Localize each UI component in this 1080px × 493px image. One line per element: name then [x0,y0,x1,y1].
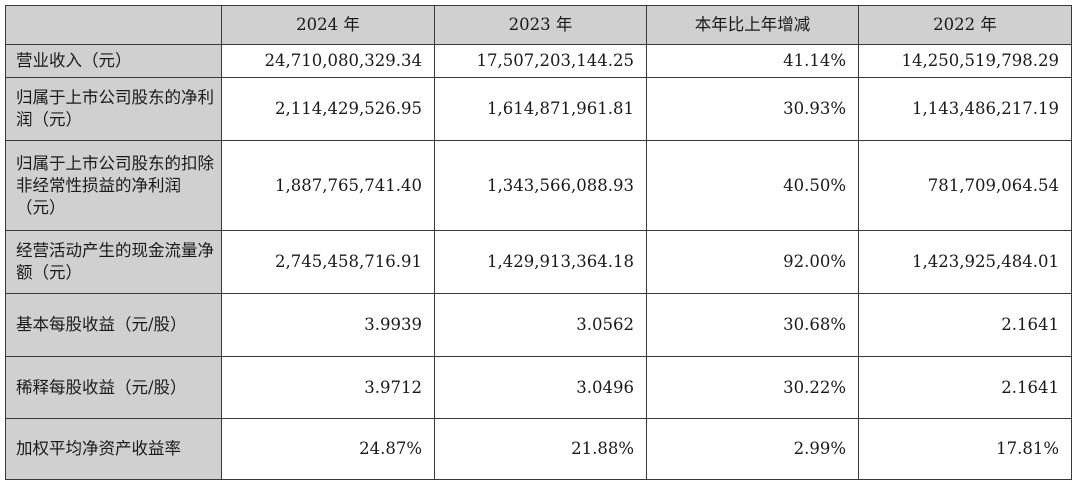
cell-2024: 3.9712 [221,356,435,419]
row-label-diluted-eps: 稀释每股收益（元/股） [5,356,222,419]
table-row: 基本每股收益（元/股） 3.9939 3.0562 30.68% 2.1641 [5,293,1072,357]
row-label-revenue: 营业收入（元） [5,44,222,78]
table-row: 经营活动产生的现金流量净额（元） 2,745,458,716.91 1,429,… [5,230,1072,294]
cell-2024: 24.87% [221,418,435,480]
cell-2022: 1,143,486,217.19 [858,77,1072,141]
header-2022: 2022 年 [858,5,1072,45]
cell-change: 2.99% [646,418,859,480]
cell-2024: 24,710,080,329.34 [221,44,435,78]
header-change: 本年比上年增减 [646,5,859,45]
row-label-roe: 加权平均净资产收益率 [5,418,222,480]
cell-2024: 2,114,429,526.95 [221,77,435,141]
cell-2023: 3.0496 [434,356,647,419]
table-row: 归属于上市公司股东的扣除非经常性损益的净利润（元） 1,887,765,741.… [5,140,1072,231]
cell-2023: 21.88% [434,418,647,480]
row-label-basic-eps: 基本每股收益（元/股） [5,293,222,357]
cell-2023: 1,429,913,364.18 [434,230,647,294]
cell-2023: 1,343,566,088.93 [434,140,647,231]
row-label-net-profit: 归属于上市公司股东的净利润（元） [5,77,222,141]
cell-2022: 14,250,519,798.29 [858,44,1072,78]
header-2024: 2024 年 [221,5,435,45]
table-row: 稀释每股收益（元/股） 3.9712 3.0496 30.22% 2.1641 [5,356,1072,419]
cell-2023: 1,614,871,961.81 [434,77,647,141]
table-row: 营业收入（元） 24,710,080,329.34 17,507,203,144… [5,44,1072,78]
cell-2022: 2.1641 [858,356,1072,419]
table-header-row: 2024 年 2023 年 本年比上年增减 2022 年 [5,5,1072,45]
header-corner [5,5,222,45]
table-row: 归属于上市公司股东的净利润（元） 2,114,429,526.95 1,614,… [5,77,1072,141]
cell-2022: 1,423,925,484.01 [858,230,1072,294]
header-2023: 2023 年 [434,5,647,45]
cell-change: 40.50% [646,140,859,231]
cell-change: 92.00% [646,230,859,294]
cell-2024: 2,745,458,716.91 [221,230,435,294]
cell-2024: 1,887,765,741.40 [221,140,435,231]
cell-2022: 2.1641 [858,293,1072,357]
cell-change: 30.22% [646,356,859,419]
cell-change: 30.68% [646,293,859,357]
row-label-adjusted-net-profit: 归属于上市公司股东的扣除非经常性损益的净利润（元） [5,140,222,231]
cell-2023: 17,507,203,144.25 [434,44,647,78]
cell-2022: 17.81% [858,418,1072,480]
financial-summary-table: 2024 年 2023 年 本年比上年增减 2022 年 营业收入（元） 24,… [5,5,1072,480]
cell-change: 30.93% [646,77,859,141]
table-row: 加权平均净资产收益率 24.87% 21.88% 2.99% 17.81% [5,418,1072,480]
cell-2023: 3.0562 [434,293,647,357]
cell-change: 41.14% [646,44,859,78]
cell-2024: 3.9939 [221,293,435,357]
row-label-operating-cash-flow: 经营活动产生的现金流量净额（元） [5,230,222,294]
cell-2022: 781,709,064.54 [858,140,1072,231]
